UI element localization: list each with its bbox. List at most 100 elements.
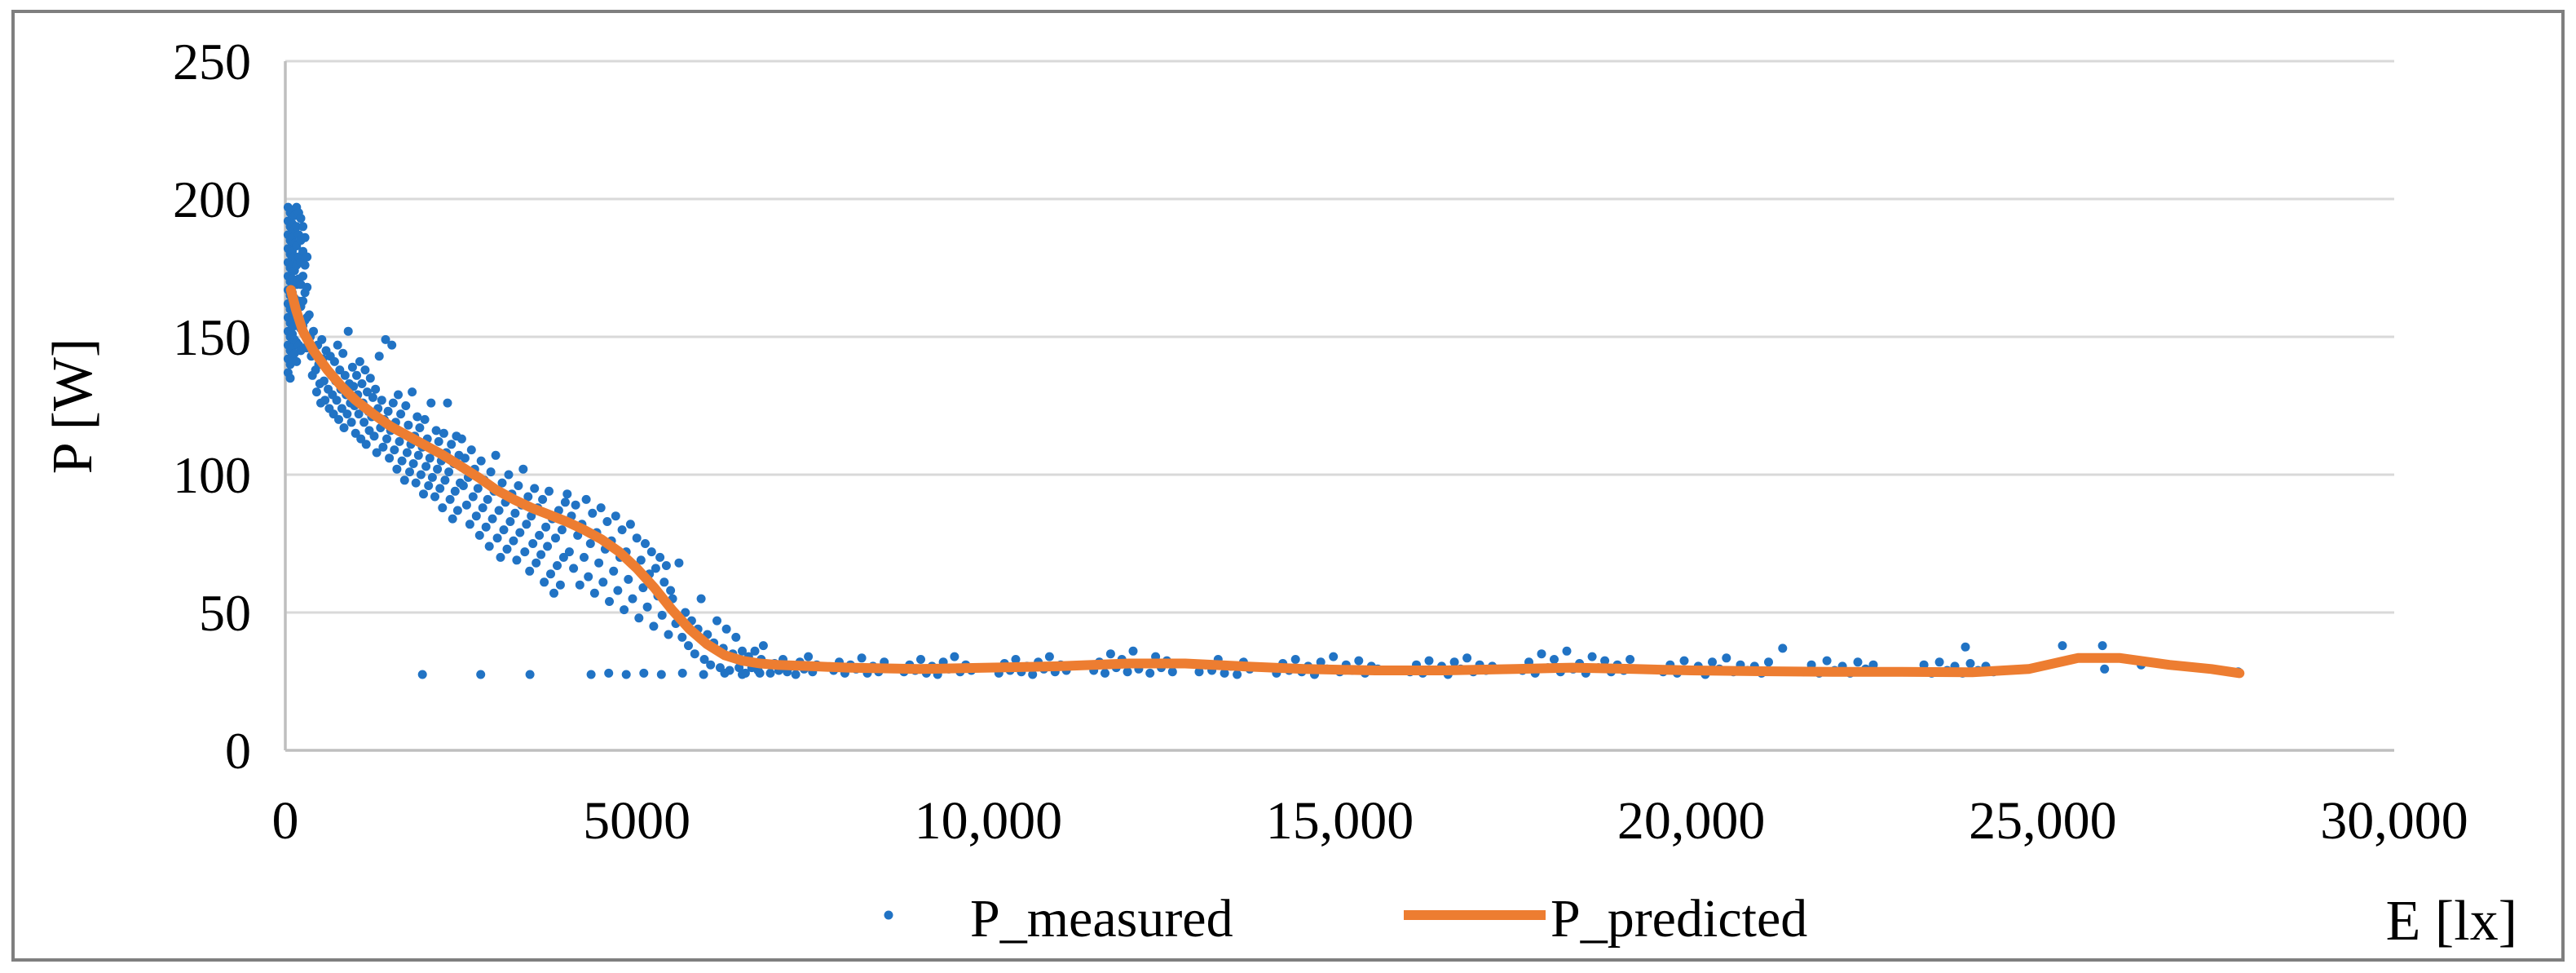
scatter-point	[571, 500, 580, 510]
scatter-point	[1424, 656, 1434, 666]
scatter-point	[1220, 668, 1229, 678]
scatter-point	[447, 440, 457, 449]
scatter-point	[657, 610, 667, 620]
scatter-point	[625, 520, 635, 529]
scatter-point	[360, 365, 370, 375]
scatter-point	[494, 506, 504, 515]
scatter-point	[468, 492, 478, 502]
scatter-point	[415, 423, 425, 432]
scatter-point	[520, 547, 530, 557]
scatter-point	[659, 577, 669, 587]
scatter-point	[684, 641, 693, 651]
scatter-point	[416, 470, 426, 480]
scatter-point	[481, 522, 491, 532]
scatter-point	[1764, 657, 1773, 667]
scatter-point	[522, 520, 532, 529]
scatter-point	[435, 484, 445, 493]
scatter-point	[382, 434, 391, 444]
scatter-point	[1128, 646, 1138, 656]
scatter-point	[417, 670, 427, 679]
scatter-point	[602, 517, 612, 526]
scatter-point	[411, 478, 421, 488]
scatter-point	[677, 668, 687, 678]
scatter-point	[408, 387, 417, 397]
scatter-point	[401, 401, 411, 410]
scatter-point	[347, 362, 357, 372]
scatter-point	[413, 450, 423, 460]
scatter-point	[1853, 657, 1863, 667]
scatter-point	[525, 670, 535, 679]
scatter-point	[343, 326, 353, 336]
scatter-point	[304, 310, 314, 320]
scatter-point	[496, 552, 505, 562]
scatter-point	[433, 464, 443, 474]
scatter-point	[1449, 657, 1459, 667]
y-axis-title: P [W]	[42, 338, 104, 475]
scatter-point	[613, 586, 623, 595]
scatter-point	[1587, 652, 1597, 661]
scatter-point	[296, 214, 306, 223]
scatter-point	[1329, 652, 1339, 661]
scatter-point	[545, 486, 554, 496]
scatter-point	[555, 580, 565, 590]
scatter-point	[352, 370, 361, 380]
scatter-point	[317, 334, 327, 344]
x-tick-label-5000: 5000	[583, 791, 690, 851]
scatter-point	[585, 539, 595, 548]
scatter-point	[755, 668, 765, 678]
scatter-point	[302, 252, 312, 262]
scatter-point	[395, 436, 404, 446]
scatter-point	[329, 356, 339, 366]
scatter-point	[532, 558, 541, 568]
scatter-point	[340, 370, 350, 380]
scatter-point	[632, 533, 642, 543]
scatter-point	[342, 409, 352, 419]
scatter-point	[553, 561, 562, 570]
scatter-point	[458, 481, 468, 490]
scatter-point	[1600, 656, 1610, 666]
scatter-point	[2058, 641, 2067, 651]
scatter-point	[487, 514, 497, 524]
scatter-point	[502, 544, 512, 554]
scatter-point	[387, 340, 397, 350]
scatter-point	[661, 561, 671, 570]
scatter-point	[465, 520, 474, 529]
scatter-point	[377, 396, 386, 405]
scatter-point	[473, 484, 483, 493]
scatter-point	[546, 569, 555, 579]
scatter-point	[1778, 644, 1788, 653]
scatter-point	[372, 448, 382, 458]
scatter-point	[560, 498, 570, 507]
scatter-point	[1105, 649, 1115, 659]
scatter-point	[916, 655, 925, 664]
scatter-point	[298, 272, 308, 281]
y-tick-label-0: 0	[225, 722, 251, 780]
scatter-point	[721, 624, 731, 634]
scatter-point	[390, 445, 399, 455]
scatter-point	[639, 668, 649, 678]
scatter-point	[471, 511, 481, 521]
x-tick-label-10000: 10,000	[915, 791, 1063, 851]
scatter-point	[950, 652, 959, 661]
scatter-point	[518, 464, 528, 474]
axes-layer	[284, 61, 2394, 752]
scatter-point	[1934, 657, 1944, 667]
scatter-point	[589, 588, 599, 598]
scatter-point	[492, 533, 502, 543]
scatter-point	[466, 445, 476, 455]
scatter-point	[642, 602, 652, 612]
scatter-point	[292, 356, 302, 366]
data-layer	[283, 202, 2245, 679]
scatter-point	[558, 552, 568, 562]
scatter-point	[320, 396, 330, 405]
scatter-point	[1145, 668, 1155, 678]
scatter-point	[300, 232, 310, 242]
scatter-point	[334, 414, 343, 424]
scatter-point	[580, 552, 589, 562]
scatter-point	[609, 566, 619, 576]
scatter-point	[452, 506, 462, 515]
scatter-point	[569, 564, 579, 573]
scatter-point	[674, 558, 684, 568]
x-axis-title: E [lx]	[2386, 890, 2517, 953]
scatter-point	[369, 431, 379, 441]
